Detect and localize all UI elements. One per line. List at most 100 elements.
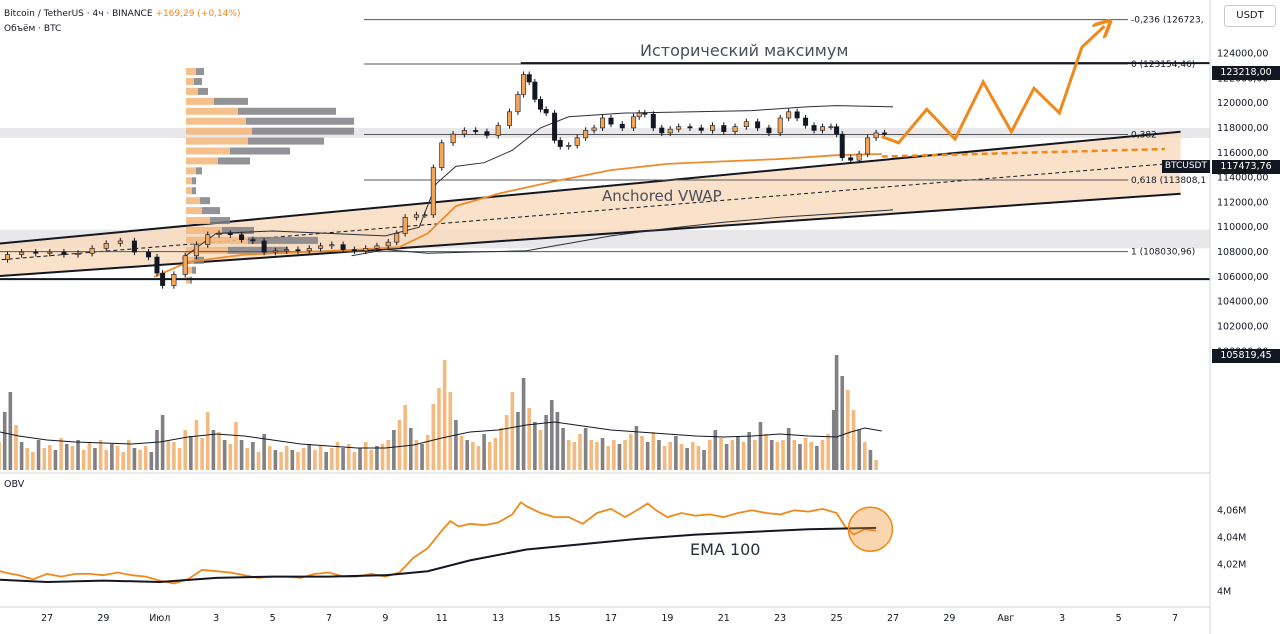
volume-bar-151 [840, 376, 845, 470]
candle-body-1 [5, 254, 11, 260]
volume-bar-157 [874, 460, 878, 470]
volume-bar-66 [363, 442, 368, 470]
candle-body-16 [193, 244, 199, 257]
candle-body-85 [848, 157, 854, 161]
volume-bar-56 [307, 444, 312, 470]
volume-bar-105 [583, 428, 588, 470]
price-change: +169,29 (+0,14%) [155, 9, 241, 19]
volume-profile-buy-12 [186, 187, 192, 195]
volume-bar-4 [14, 425, 18, 470]
volume-bar-36 [194, 420, 199, 470]
volume-bar-120 [668, 442, 673, 470]
volume-bar-125 [696, 446, 701, 470]
volume-bar-109 [606, 446, 610, 470]
candle-body-84 [839, 133, 845, 159]
price-tick-9: 118000,00 [1217, 123, 1268, 134]
volume-bar-61 [335, 442, 340, 470]
volume-bar-15 [76, 440, 80, 470]
volume-bar-67 [369, 450, 374, 470]
fib-level-label-2: 0,382 [1131, 130, 1157, 140]
volume-bar-143 [798, 444, 802, 470]
volume-bar-124 [690, 442, 695, 470]
volume-bar-28 [149, 452, 154, 470]
price-tick-3: 106000,00 [1217, 272, 1268, 283]
volume-profile-buy-16 [186, 226, 222, 234]
candle-body-41 [461, 130, 467, 135]
volume-bar-70 [386, 440, 391, 470]
volume-profile-buy-18 [186, 246, 228, 254]
candle-body-51 [543, 109, 549, 114]
volume-profile-buy-5 [186, 117, 246, 125]
candle-body-63 [642, 112, 648, 115]
candle-body-55 [574, 137, 580, 146]
volume-bar-108 [600, 438, 605, 470]
candle-body-2 [19, 251, 25, 255]
volume-bar-3 [8, 392, 13, 470]
volume-bar-68 [375, 446, 379, 470]
volume-bar-84 [465, 440, 469, 470]
volume-bar-35 [189, 436, 193, 470]
volume-bar-8 [36, 440, 41, 470]
volume-bar-141 [786, 428, 791, 470]
time-tick-4: 5 [270, 613, 276, 624]
candle-body-62 [636, 112, 642, 118]
candle-body-46 [515, 94, 521, 113]
volume-profile-sell-2 [198, 87, 208, 95]
highlight-zone-1 [0, 127, 1210, 138]
candle-body-18 [216, 233, 222, 235]
currency-selector-button[interactable]: USDT [1224, 5, 1276, 27]
symbol-tag: BTCUSDT [1161, 160, 1210, 173]
candle-body-44 [495, 125, 501, 136]
price-tick-1: 102000,00 [1217, 322, 1268, 333]
candle-body-15 [182, 255, 188, 275]
candle-body-42 [473, 130, 479, 132]
volume-bar-20 [104, 450, 109, 470]
candle-body-36 [413, 214, 419, 218]
obv-pane-label: OBV [4, 479, 25, 490]
volume-bar-78 [431, 404, 436, 470]
volume-bar-116 [645, 442, 650, 470]
volume-bar-48 [262, 434, 266, 470]
candle-body-72 [732, 126, 738, 132]
volume-ma-line [0, 421, 882, 449]
volume-profile-sell-12 [192, 187, 196, 195]
volume-bar-42 [228, 444, 233, 470]
volume-bar-43 [234, 422, 238, 470]
volume-profile-buy-6 [186, 127, 252, 135]
volume-bar-1 [0, 442, 1, 470]
candle-body-25 [295, 249, 301, 252]
candle-body-34 [394, 233, 400, 243]
volume-bar-85 [471, 442, 475, 470]
volume-profile-sell-10 [196, 167, 202, 175]
volume-bar-30 [160, 415, 165, 470]
candle-body-5 [61, 251, 67, 255]
volume-bar-126 [702, 450, 706, 470]
volume-bar-106 [589, 440, 594, 470]
time-tick-15: 27 [887, 613, 899, 624]
volume-bar-104 [578, 434, 582, 470]
volume-bar-17 [87, 442, 92, 470]
volume-profile-sell-1 [194, 78, 202, 85]
volume-bar-49 [267, 446, 272, 470]
volume-bar-31 [166, 440, 171, 470]
obv-tick-1: 4,02M [1217, 559, 1246, 570]
lower-band-line [351, 209, 894, 257]
candle-body-38 [430, 167, 436, 216]
time-tick-18: 3 [1059, 613, 1065, 624]
volume-bar-146 [815, 446, 819, 470]
candle-body-23 [272, 250, 278, 253]
support-price-tag: 105819,45 [1212, 349, 1280, 363]
volume-bar-39 [211, 430, 216, 470]
volume-profile-sell-17 [248, 236, 318, 244]
volume-bar-45 [245, 448, 250, 470]
candle-body-52 [552, 112, 558, 141]
volume-bar-149 [831, 410, 836, 470]
volume-bar-80 [442, 360, 447, 470]
channel-upper-line [0, 130, 1181, 245]
time-tick-13: 23 [774, 613, 786, 624]
candle-body-35 [402, 217, 408, 234]
volume-bar-24 [126, 440, 131, 470]
volume-profile-buy-10 [186, 167, 196, 175]
volume-bar-127 [707, 440, 712, 470]
